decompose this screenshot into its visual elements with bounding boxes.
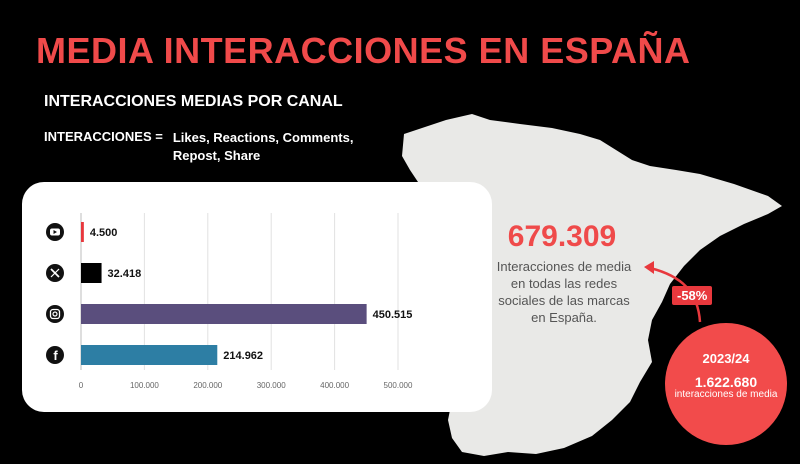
x-tick-label: 100.000 — [130, 381, 159, 390]
data-label: 214.962 — [223, 350, 263, 362]
page-title: MEDIA INTERACCIONES EN ESPAÑA — [36, 30, 691, 71]
data-label: 450.515 — [373, 309, 413, 321]
previous-total: 1.622.680 — [694, 374, 758, 390]
total-caption: Interacciones de media en todas las rede… — [496, 259, 632, 325]
previous-period-circle: 2023/24 1.622.680 interacciones de media — [665, 323, 787, 445]
x-tick-label: 200.000 — [193, 381, 222, 390]
chart-panel — [22, 182, 492, 412]
bar — [81, 222, 84, 242]
x-tick-label: 300.000 — [257, 381, 286, 390]
previous-caption: interacciones de media — [674, 389, 778, 400]
total-interactions: 679.309 — [507, 220, 617, 253]
instagram-icon — [46, 305, 64, 323]
bar — [81, 304, 367, 324]
x-tick-label: 0 — [79, 381, 84, 390]
previous-period: 2023/24 — [702, 351, 750, 366]
bar — [81, 263, 102, 283]
definition-label: INTERACCIONES = — [44, 129, 163, 144]
interactions-definition: INTERACCIONES = Likes, Reactions, Commen… — [44, 129, 373, 165]
x-tick-label: 500.000 — [384, 381, 413, 390]
youtube-icon-play — [53, 230, 57, 234]
facebook-icon — [46, 346, 64, 364]
bar — [81, 345, 218, 365]
change-badge: -58% — [672, 286, 713, 305]
x-icon-stroke — [50, 268, 60, 278]
facebook-icon-glyph: f — [53, 348, 58, 363]
instagram-icon-lens — [52, 311, 58, 317]
definition-terms: Likes, Reactions, Comments, Repost, Shar… — [172, 130, 354, 163]
chart-subtitle: INTERACCIONES MEDIAS POR CANAL — [44, 93, 343, 110]
data-label: 4.500 — [90, 227, 118, 239]
x-tick-label: 400.000 — [320, 381, 349, 390]
data-label: 32.418 — [108, 268, 142, 280]
instagram-icon-frame — [49, 308, 61, 320]
